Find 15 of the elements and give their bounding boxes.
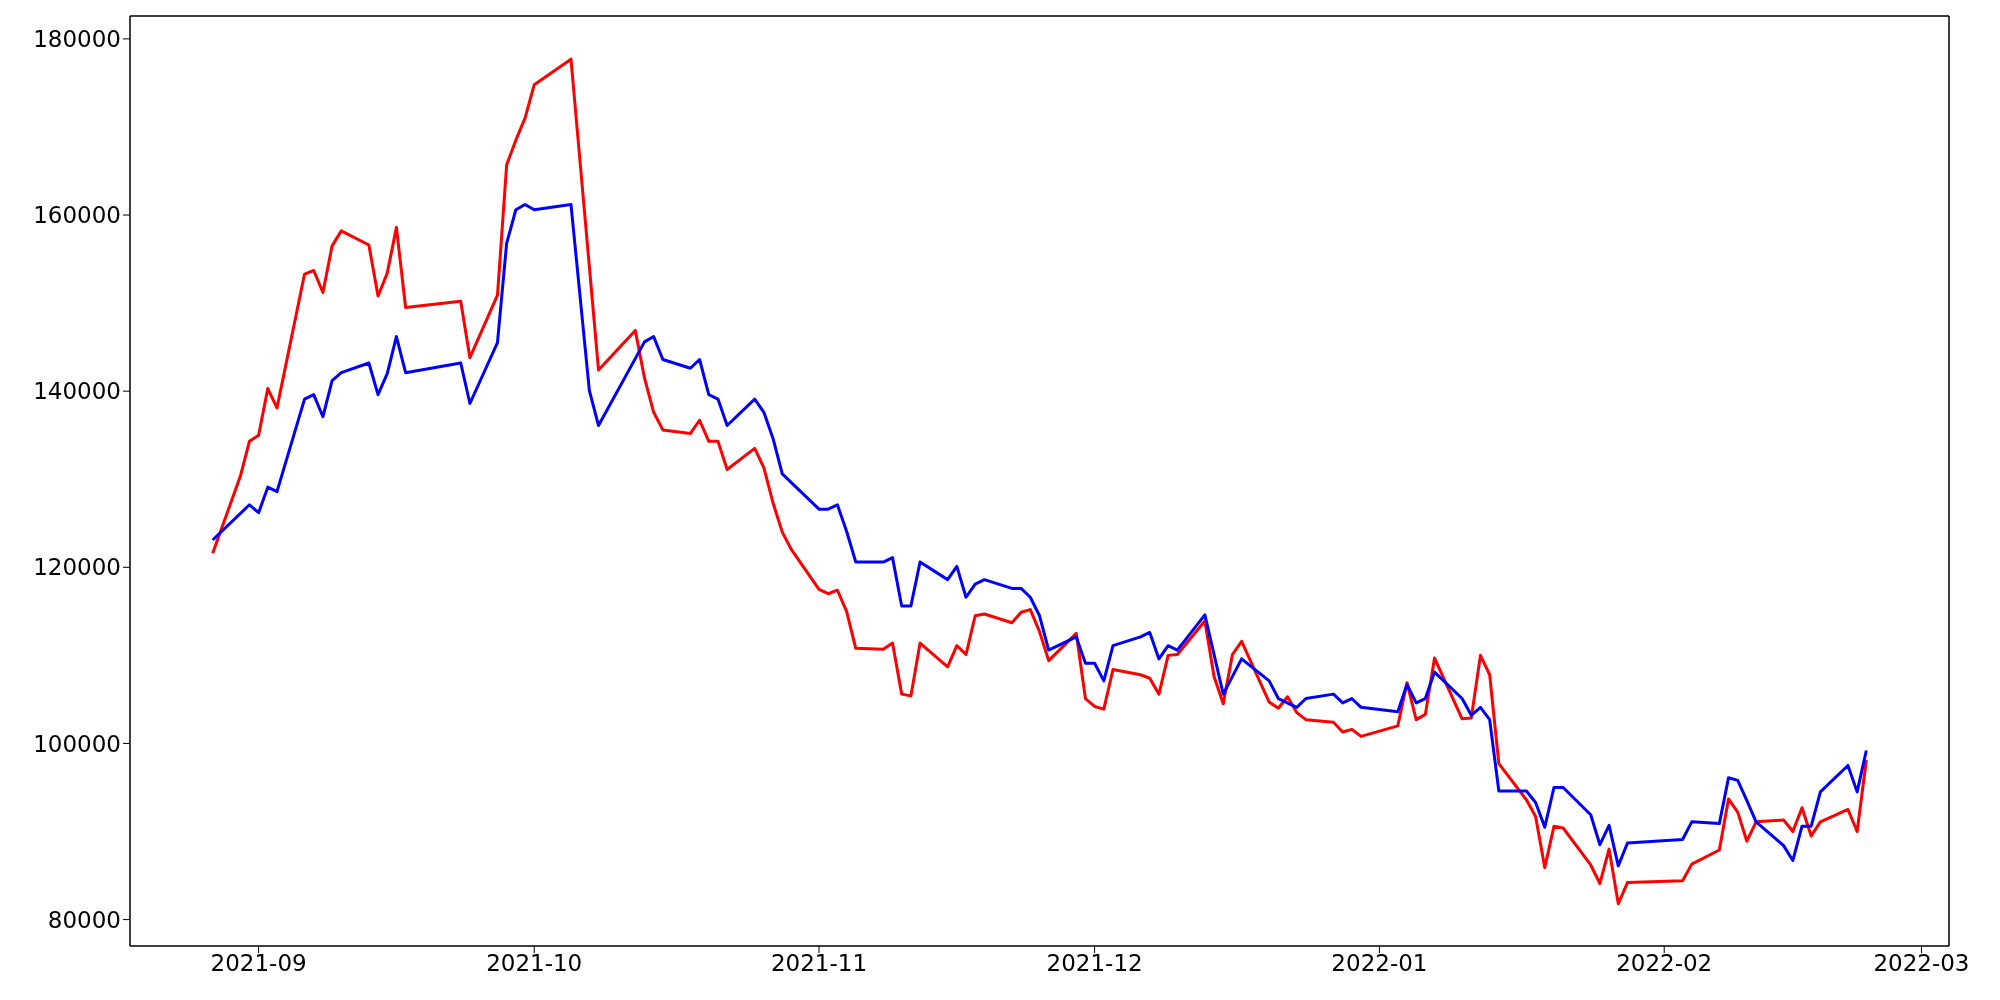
line-series: [211, 57, 1868, 906]
x-tick-label: 2021-09: [210, 950, 307, 977]
x-tick-label: 2021-10: [486, 950, 583, 977]
y-tick-label: 140000: [33, 378, 121, 405]
x-tick-label: 2021-11: [770, 950, 868, 977]
y-tick-label: 100000: [33, 730, 121, 757]
y-tick-label: 80000: [47, 906, 121, 933]
y-tick-label: 180000: [33, 26, 121, 53]
x-tick-label: 2022-02: [1616, 950, 1713, 977]
x-tick-label: 2021-12: [1046, 950, 1143, 977]
y-tick-label: 120000: [33, 554, 121, 581]
x-tick-label: 2022-03: [1873, 950, 1970, 977]
y-tick-label: 160000: [33, 202, 121, 229]
line-series: [211, 202, 1868, 868]
x-tick-label: 2022-01: [1331, 950, 1428, 977]
